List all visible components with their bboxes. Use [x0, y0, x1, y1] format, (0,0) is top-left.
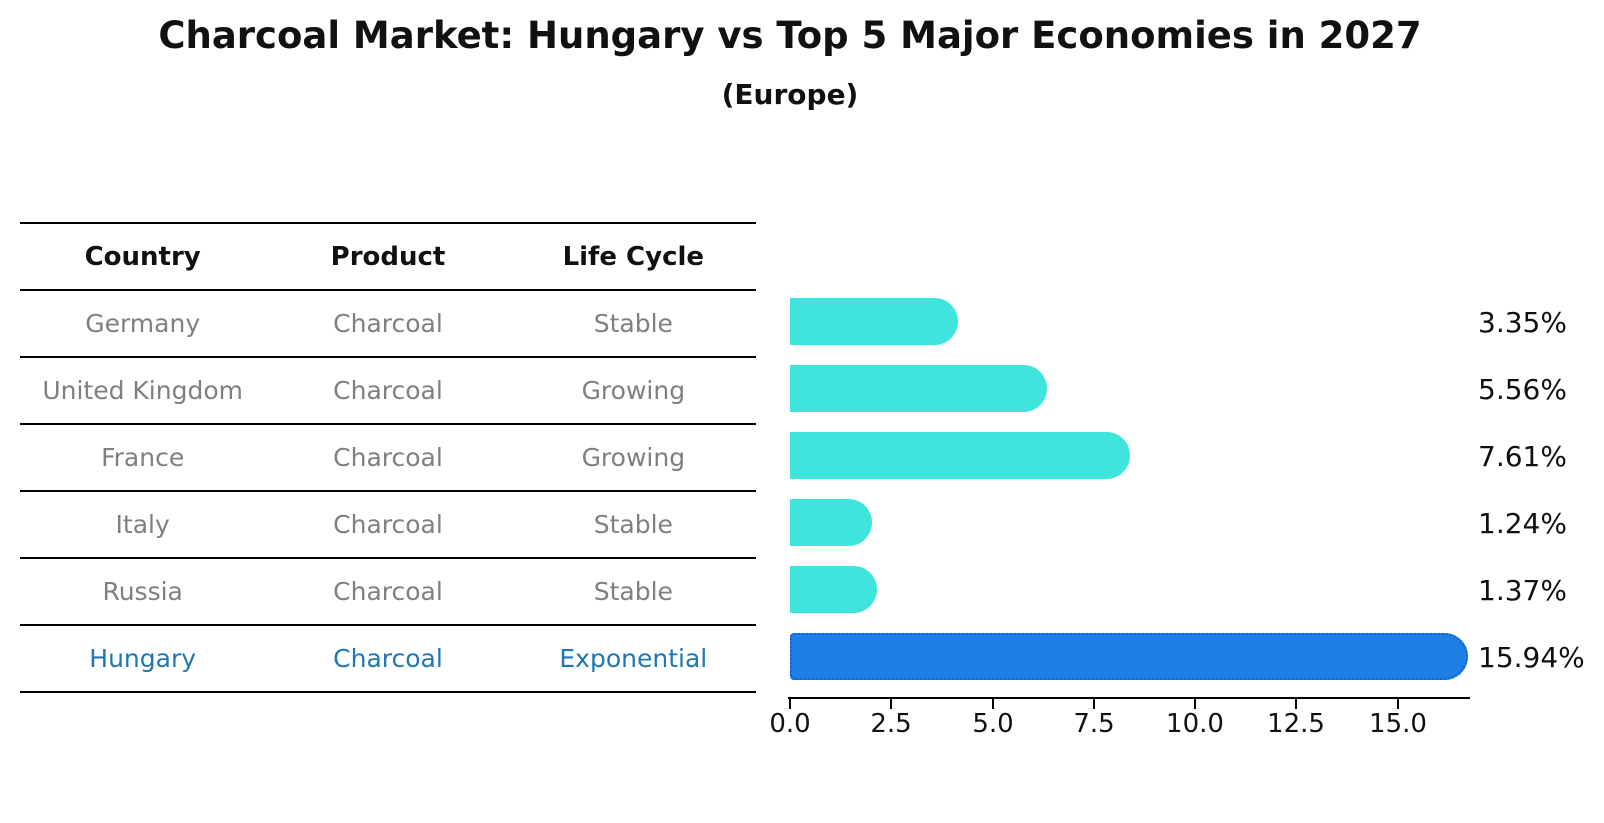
country-cell: Hungary [89, 644, 197, 673]
chart-subtitle: (Europe) [721, 78, 859, 111]
life-cycle-cell: Stable [593, 510, 673, 539]
table-body: Germany Charcoal Stable United Kingdom Charc… [20, 291, 756, 693]
life-cycle-cell: Growing [581, 443, 686, 472]
x-tick-10.0 [1194, 699, 1196, 709]
table-row-germany: Germany Charcoal Stable [20, 291, 756, 358]
table-row-united-kingdom: United Kingdom Charcoal Growing [20, 358, 756, 425]
value-label-russia: 1.37% [1478, 574, 1567, 607]
column-header-product: Product [330, 241, 446, 272]
bar-germany [790, 298, 958, 345]
value-label-germany: 3.35% [1478, 306, 1567, 339]
table-row-russia: Russia Charcoal Stable [20, 559, 756, 626]
country-cell: United Kingdom [42, 376, 243, 405]
product-cell: Charcoal [333, 443, 443, 472]
value-label-italy: 1.24% [1478, 507, 1567, 540]
bar-hungary [790, 633, 1468, 680]
country-cell: Russia [102, 577, 183, 606]
x-tick-label-10.0: 10.0 [1166, 709, 1224, 739]
country-table: Country Product Life Cycle Germany Charco… [20, 222, 756, 693]
x-tick-label-12.5: 12.5 [1267, 709, 1325, 739]
bar-russia [790, 566, 877, 613]
x-tick-7.5 [1093, 699, 1095, 709]
product-cell: Charcoal [333, 309, 443, 338]
x-tick-label-2.5: 2.5 [870, 709, 912, 739]
x-tick-0.0 [789, 699, 791, 709]
country-cell: Italy [115, 510, 170, 539]
x-tick-label-15.0: 15.0 [1369, 709, 1427, 739]
life-cycle-cell: Stable [593, 309, 673, 338]
x-tick-label-0.0: 0.0 [769, 709, 811, 739]
x-tick-15.0 [1397, 699, 1399, 709]
x-tick-2.5 [890, 699, 892, 709]
column-header-life-cycle: Life Cycle [562, 241, 705, 272]
table-row-france: France Charcoal Growing [20, 425, 756, 492]
country-cell: Germany [85, 309, 201, 338]
x-tick-label-5.0: 5.0 [972, 709, 1014, 739]
x-tick-5.0 [992, 699, 994, 709]
product-cell: Charcoal [333, 644, 443, 673]
column-header-country: Country [84, 241, 201, 272]
bar-france [790, 432, 1130, 479]
x-tick-12.5 [1295, 699, 1297, 709]
product-cell: Charcoal [333, 376, 443, 405]
life-cycle-cell: Stable [593, 577, 673, 606]
country-cell: France [101, 443, 185, 472]
life-cycle-cell: Exponential [559, 644, 708, 673]
bar-united-kingdom [790, 365, 1047, 412]
chart-title: Charcoal Market: Hungary vs Top 5 Major … [158, 14, 1422, 57]
table-row-italy: Italy Charcoal Stable [20, 492, 756, 559]
value-label-hungary: 15.94% [1478, 641, 1585, 674]
product-cell: Charcoal [333, 510, 443, 539]
x-tick-label-7.5: 7.5 [1073, 709, 1115, 739]
product-cell: Charcoal [333, 577, 443, 606]
table-header-row: Country Product Life Cycle [20, 224, 756, 291]
value-label-france: 7.61% [1478, 440, 1567, 473]
value-label-united-kingdom: 5.56% [1478, 373, 1567, 406]
x-axis-line [788, 697, 1470, 699]
bar-italy [790, 499, 872, 546]
life-cycle-cell: Growing [581, 376, 686, 405]
table-row-hungary: Hungary Charcoal Exponential [20, 626, 756, 693]
